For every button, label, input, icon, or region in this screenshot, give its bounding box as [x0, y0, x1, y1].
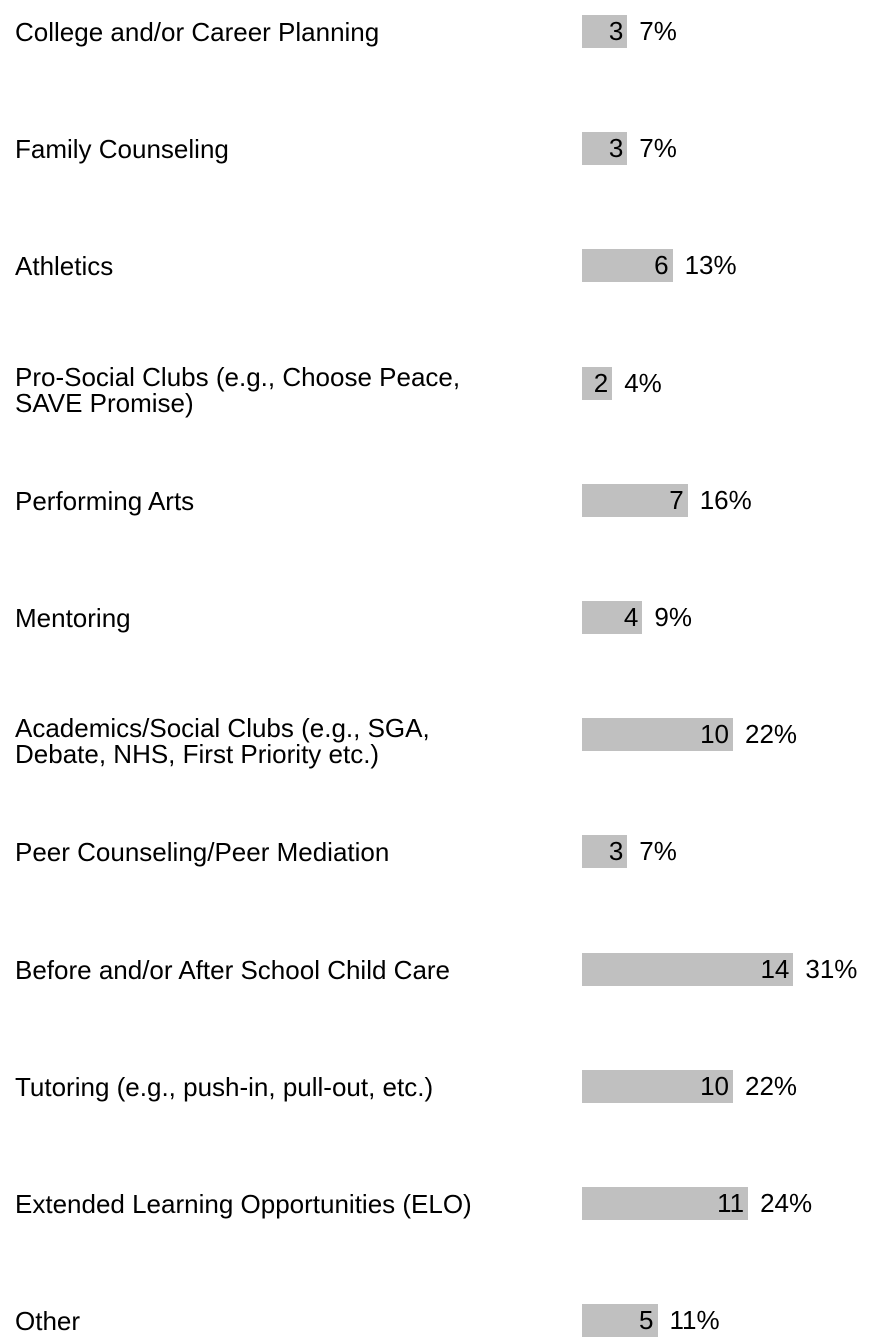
bar-count-label: 10: [700, 1070, 729, 1101]
category-label-line: SAVE Promise): [15, 387, 194, 418]
category-label: Other: [15, 1308, 585, 1334]
category-label-line: Performing Arts: [15, 485, 195, 516]
bar-count-label: 5: [639, 1305, 654, 1336]
bar-percent-label: 4%: [624, 367, 662, 398]
bar-percent-label: 31%: [805, 953, 858, 984]
bar-percent-label: 22%: [745, 1070, 798, 1101]
bar: [582, 1187, 749, 1220]
bar-percent-label: 7%: [639, 133, 677, 164]
category-label: Academics/Social Clubs (e.g., SGA, Debate…: [15, 715, 585, 767]
bar-count-label: 7: [669, 484, 684, 515]
bar-count-label: 10: [700, 719, 729, 750]
category-label: Performing Arts: [15, 488, 585, 514]
bar-count-label: 6: [654, 250, 669, 281]
bar-percent-label: 22%: [745, 719, 798, 750]
category-label-line: Extended Learning Opportunities (ELO): [15, 1189, 472, 1219]
bar-percent-label: 7%: [639, 836, 677, 867]
bar-count-label: 3: [608, 133, 624, 164]
category-label-line: Pro-Social Clubs (e.g., Choose Peace,: [15, 361, 461, 392]
bar-count-label: 3: [608, 16, 624, 46]
category-label: Family Counseling: [15, 136, 585, 162]
category-label-line: Debate, NHS, First Priority etc.): [15, 739, 380, 770]
category-label-line: Tutoring (e.g., push-in, pull-out, etc.): [15, 1071, 434, 1102]
bar-percent-label: 11%: [669, 1305, 720, 1336]
bar-percent-label: 13%: [684, 250, 737, 281]
bar: [582, 835, 628, 869]
category-label-line: Athletics: [15, 251, 114, 282]
bar-percent-label: 9%: [654, 602, 692, 632]
bar-count-label: 2: [593, 367, 609, 398]
category-label: College and/or Career Planning: [15, 19, 585, 45]
category-label-line: Academics/Social Clubs (e.g., SGA,: [15, 713, 430, 744]
category-label: Athletics: [15, 253, 585, 279]
bar: [582, 601, 643, 634]
category-label-line: Other: [15, 1306, 81, 1337]
category-label-line: Family Counseling: [15, 134, 229, 165]
bar-count-label: 14: [760, 953, 790, 984]
bar-count-label: 4: [623, 602, 639, 632]
category-label-line: Before and/or After School Child Care: [15, 954, 451, 985]
category-label-line: Peer Counseling/Peer Mediation: [15, 837, 390, 868]
bar: [582, 1069, 733, 1103]
bar-percent-label: 16%: [699, 484, 752, 515]
category-label: Extended Learning Opportunities (ELO): [15, 1191, 585, 1217]
bar-count-label: 11: [717, 1188, 745, 1218]
category-label-line: College and/or Career Planning: [15, 17, 380, 47]
category-label-line: Mentoring: [15, 603, 131, 633]
bar: [582, 249, 673, 283]
category-label: Mentoring: [15, 605, 585, 631]
bar-percent-label: 24%: [760, 1188, 813, 1218]
bar-count-label: 3: [608, 836, 624, 867]
category-label: Before and/or After School Child Care: [15, 957, 585, 983]
bar: [582, 366, 613, 400]
category-label: Peer Counseling/Peer Mediation: [15, 839, 585, 865]
bar: [582, 15, 628, 48]
bar: [582, 132, 628, 166]
bar: [582, 718, 733, 752]
category-label: Pro-Social Clubs (e.g., Choose Peace, SAV…: [15, 364, 585, 416]
bar-percent-label: 7%: [639, 16, 677, 46]
category-label: Tutoring (e.g., push-in, pull-out, etc.): [15, 1074, 585, 1100]
bar: [582, 952, 794, 986]
bar: [582, 483, 688, 517]
